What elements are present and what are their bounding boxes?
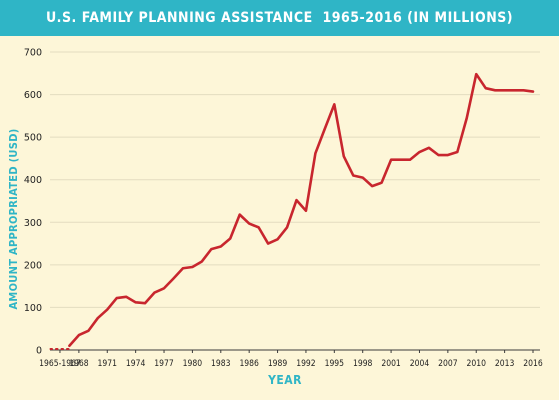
chart-title: U.S. FAMILY PLANNING ASSISTANCE 1965-201… — [45, 10, 514, 26]
y-tick-label: 700 — [24, 48, 42, 59]
x-tick-label: 1983 — [211, 359, 231, 369]
x-tick-label: 2016 — [523, 359, 543, 369]
y-tick-label: 0 — [36, 346, 42, 357]
x-tick-label: 1989 — [268, 359, 288, 369]
x-tick-label: 1986 — [239, 359, 259, 369]
x-tick-label: 1977 — [154, 359, 174, 369]
axis-layer — [50, 349, 540, 353]
x-tick-label: 2007 — [438, 359, 458, 369]
y-axis-label: AMOUNT APPROPRIATED (USD) — [7, 128, 20, 309]
x-tick-label: 1995 — [325, 359, 345, 369]
x-tick-label: 1965-1967 — [39, 359, 81, 369]
title-band — [0, 0, 559, 36]
y-tick-label: 500 — [24, 133, 42, 144]
data-line-layer — [49, 72, 535, 350]
x-tick-label: 1974 — [126, 359, 146, 369]
x-tick-label: 2013 — [495, 359, 515, 369]
y-tick-label: 600 — [24, 90, 42, 101]
x-tick-label: 2004 — [410, 359, 430, 369]
series-line — [68, 72, 535, 348]
y-tick-label: 300 — [24, 218, 42, 229]
grid-layer — [50, 51, 540, 308]
y-tick-labels: 0 100 200 300 400 500 600 700 — [24, 48, 42, 357]
x-tick-label: 1998 — [353, 359, 373, 369]
x-tick-label: 1980 — [183, 359, 203, 369]
x-tick-label: 1971 — [98, 359, 118, 369]
y-tick-label: 200 — [24, 260, 42, 271]
x-tick-label: 2001 — [381, 359, 401, 369]
x-tick-label: 1992 — [296, 359, 316, 369]
x-tick-label: 2010 — [467, 359, 487, 369]
x-tick-label: 1968 — [69, 359, 89, 369]
y-tick-label: 400 — [24, 175, 42, 186]
y-tick-label: 100 — [24, 303, 42, 314]
x-axis-label: YEAR — [267, 373, 302, 387]
